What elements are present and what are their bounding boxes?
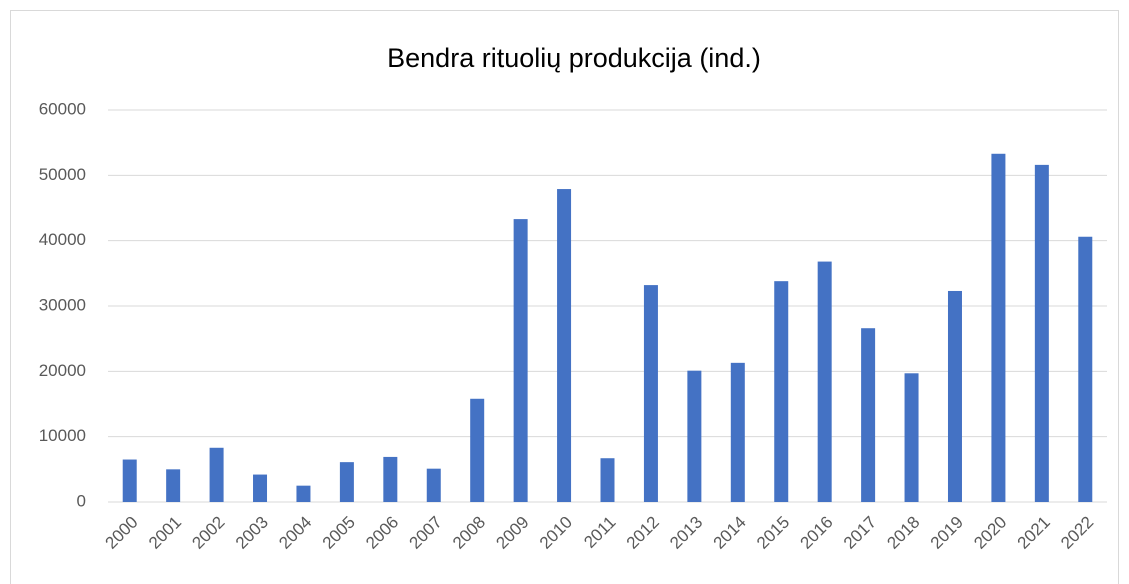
bar bbox=[209, 447, 224, 502]
y-tick-label: 20000 bbox=[39, 361, 86, 380]
y-tick-label: 0 bbox=[77, 491, 86, 510]
bar bbox=[600, 458, 615, 502]
bar bbox=[557, 189, 572, 502]
bar bbox=[861, 328, 876, 502]
bar bbox=[774, 281, 789, 502]
bar bbox=[730, 362, 745, 502]
y-tick-label: 60000 bbox=[39, 99, 86, 118]
chart-title: Bendra rituolių produkcija (ind.) bbox=[387, 43, 761, 73]
bar bbox=[296, 485, 311, 502]
bar bbox=[470, 398, 485, 502]
bar bbox=[339, 462, 354, 502]
bar bbox=[253, 474, 268, 502]
y-tick-label: 30000 bbox=[39, 295, 86, 314]
bar bbox=[817, 261, 832, 502]
bar bbox=[947, 290, 962, 502]
bar bbox=[1034, 164, 1049, 502]
bar bbox=[122, 459, 137, 502]
bar bbox=[991, 153, 1006, 503]
y-tick-label: 50000 bbox=[39, 165, 86, 184]
bar bbox=[426, 468, 441, 502]
bar bbox=[383, 456, 398, 502]
y-tick-label: 10000 bbox=[39, 426, 86, 445]
y-tick-label: 40000 bbox=[39, 230, 86, 249]
bar bbox=[687, 370, 702, 502]
bar bbox=[643, 285, 658, 502]
bar bbox=[1078, 236, 1093, 502]
bar bbox=[904, 373, 919, 502]
bar bbox=[166, 469, 181, 502]
bar bbox=[513, 219, 528, 502]
